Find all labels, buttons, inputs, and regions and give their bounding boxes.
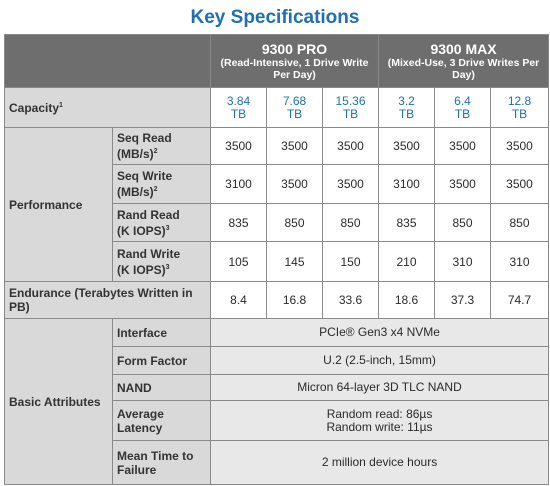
metric-value: 210 <box>378 241 435 282</box>
page-title: Key Specifications <box>190 7 360 28</box>
metric-value: 3500 <box>434 127 491 165</box>
product-header-max: 9300 MAX (Mixed-Use, 3 Drive Writes Per … <box>377 34 550 88</box>
attribute-label: Interface <box>112 318 211 347</box>
performance-row: Rand Read (K IOPS)3 835 850 850 835 850 8… <box>5 203 550 242</box>
metric-value: 850 <box>489 203 550 242</box>
metric-value: 150 <box>322 241 379 282</box>
attribute-value: 2 million device hours <box>209 440 550 485</box>
metric-value: 835 <box>210 203 267 242</box>
endurance-row: Endurance (Terabytes Written in PB) 8.4 … <box>4 281 550 319</box>
metric-value: 835 <box>378 203 435 242</box>
attribute-value: U.2 (2.5-inch, 15mm) <box>209 346 550 375</box>
endurance-value: 37.3 <box>434 281 491 319</box>
metric-value: 3100 <box>378 164 435 204</box>
performance-row: Rand Write (K IOPS)3 105 145 150 210 310 … <box>5 241 550 282</box>
metric-value: 3500 <box>266 127 323 165</box>
capacity-value: 3.2 TB <box>378 87 435 128</box>
attribute-label: Average Latency <box>112 400 211 441</box>
performance-label: Performance <box>4 127 113 282</box>
product-subtitle: (Mixed-Use, 3 Drive Writes Per Day) <box>387 57 540 81</box>
attribute-label: Form Factor <box>112 346 211 375</box>
endurance-value: 74.7 <box>489 281 550 319</box>
product-header-pro: 9300 PRO (Read-Intensive, 1 Drive Write … <box>210 34 379 88</box>
attribute-row: Average Latency Random read: 86µs Random … <box>5 400 550 441</box>
product-name: 9300 MAX <box>430 41 497 57</box>
metric-value: 3100 <box>210 164 267 204</box>
row-label: Capacity <box>9 100 60 115</box>
capacity-value: 7.68 TB <box>266 87 323 128</box>
header-row: 9300 PRO (Read-Intensive, 1 Drive Write … <box>4 34 550 88</box>
attribute-label: NAND <box>112 374 211 401</box>
metric-value: 850 <box>322 203 379 242</box>
metric-label: Seq Write (MB/s)2 <box>112 164 211 204</box>
metric-value: 850 <box>266 203 323 242</box>
attribute-value: Micron 64-layer 3D TLC NAND <box>209 374 550 401</box>
metric-value: 105 <box>210 241 267 282</box>
endurance-value: 8.4 <box>210 281 267 319</box>
specifications-table: 9300 PRO (Read-Intensive, 1 Drive Write … <box>4 34 550 485</box>
header-blank-cell <box>4 34 211 88</box>
metric-value: 3500 <box>434 164 491 204</box>
metric-label: Rand Read (K IOPS)3 <box>112 203 211 242</box>
metric-value: 3500 <box>210 127 267 165</box>
product-name: 9300 PRO <box>261 41 328 57</box>
metric-value: 3500 <box>322 127 379 165</box>
capacity-value: 15.36 TB <box>322 87 379 128</box>
capacity-value: 6.4 TB <box>434 87 491 128</box>
attribute-label: Mean Time to Failure <box>112 440 211 485</box>
product-subtitle: (Read-Intensive, 1 Drive Write Per Day) <box>220 57 369 81</box>
performance-row: Performance Seq Read (MB/s)2 3500 3500 35… <box>4 127 550 282</box>
attribute-row: Mean Time to Failure 2 million device ho… <box>5 440 550 485</box>
metric-value: 3500 <box>489 127 550 165</box>
endurance-value: 16.8 <box>266 281 323 319</box>
capacity-value: 12.8 TB <box>489 87 550 128</box>
capacity-row: Capacity1 3.84 TB 7.68 TB 15.36 TB 3.2 TB 6.… <box>4 87 550 128</box>
metric-value: 145 <box>266 241 323 282</box>
attribute-value: PCIe® Gen3 x4 NVMe <box>209 318 550 347</box>
metric-value: 3500 <box>378 127 435 165</box>
endurance-value: 18.6 <box>378 281 435 319</box>
capacity-value: 3.84 TB <box>210 87 267 128</box>
basic-attributes-label: Basic Attributes <box>4 318 113 485</box>
metric-value: 3500 <box>322 164 379 204</box>
metric-label: Seq Read (MB/s)2 <box>112 127 211 165</box>
metric-value: 310 <box>489 241 550 282</box>
endurance-label: Endurance (Terabytes Written in PB) <box>4 281 211 319</box>
metric-label: Rand Write (K IOPS)3 <box>112 241 211 282</box>
capacity-label-cell: Capacity1 <box>4 87 211 128</box>
attribute-row: Form Factor U.2 (2.5-inch, 15mm) <box>5 346 550 375</box>
metric-value: 850 <box>434 203 491 242</box>
metric-value: 310 <box>434 241 491 282</box>
attribute-row: Basic Attributes Interface PCIe® Gen3 x4… <box>4 318 550 485</box>
performance-row: Seq Write (MB/s)2 3100 3500 3500 3100 350… <box>5 164 550 204</box>
metric-value: 3500 <box>266 164 323 204</box>
endurance-value: 33.6 <box>322 281 379 319</box>
footnote-marker: 1 <box>59 101 63 109</box>
metric-value: 3500 <box>489 164 550 204</box>
attribute-value: Random read: 86µs Random write: 11µs <box>209 400 550 441</box>
